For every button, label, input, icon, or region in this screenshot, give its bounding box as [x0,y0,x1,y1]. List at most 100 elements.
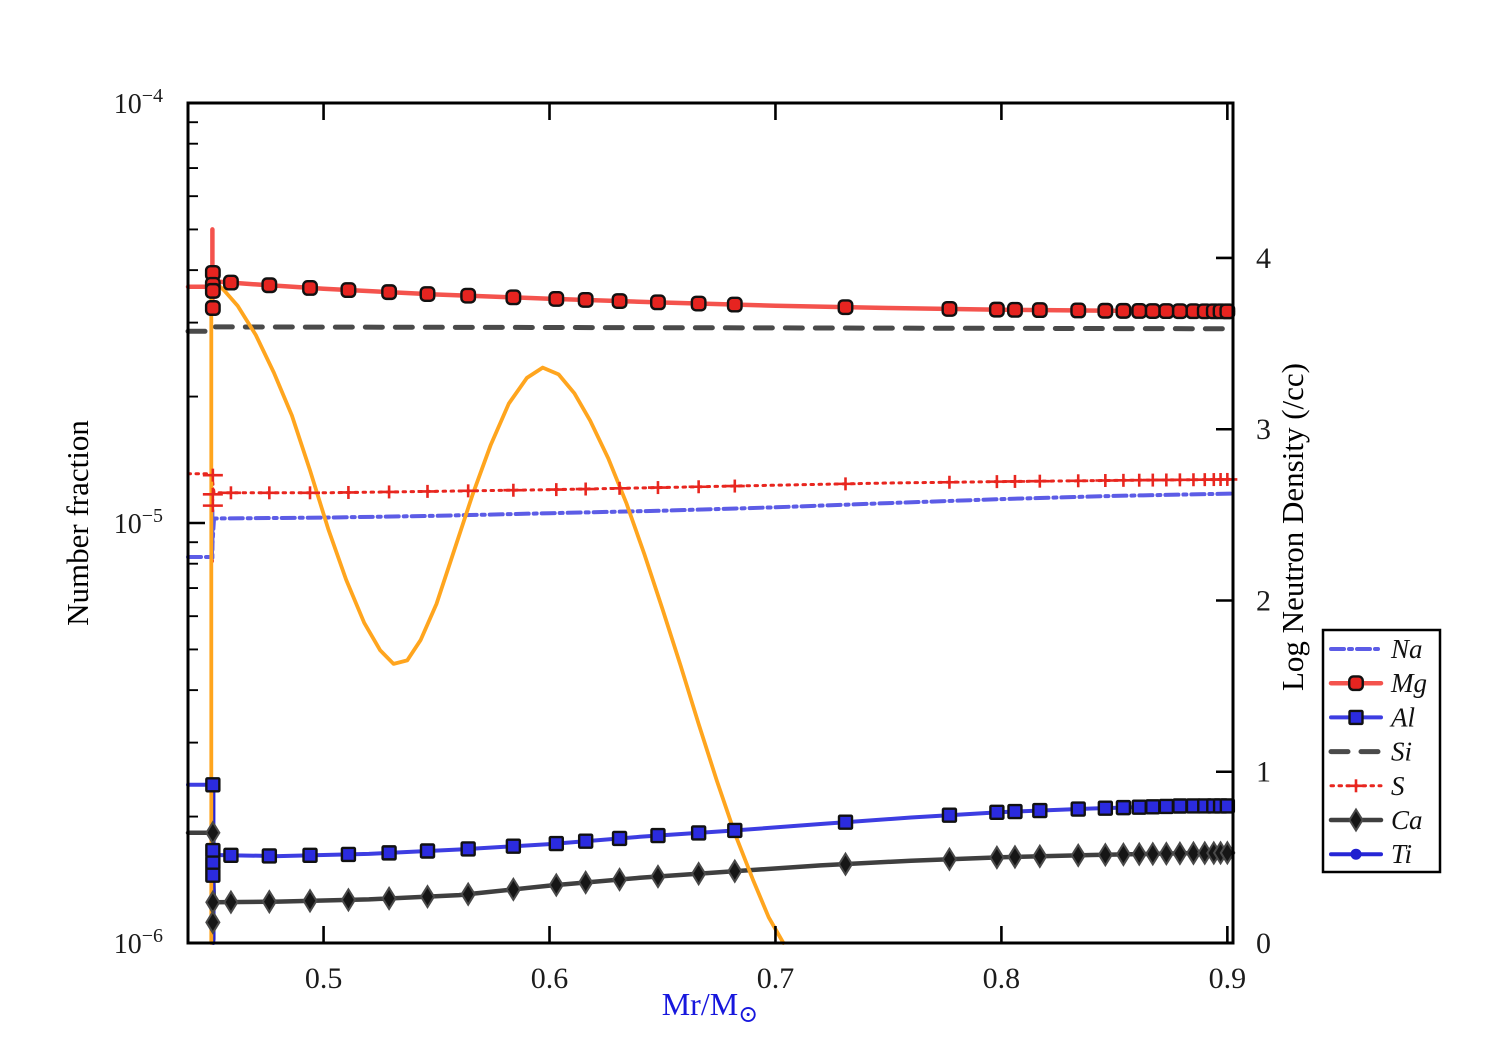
y-right-tick-label: 1 [1256,756,1271,789]
series-ca-marker [419,884,436,910]
series-ca-marker [1145,841,1161,867]
series-ca-marker [1172,840,1188,866]
series-ca-marker [650,864,666,889]
series-ca-marker [205,909,221,935]
series-al-marker [205,867,221,883]
series-mg-marker [1031,302,1048,319]
series-si-line [185,324,1236,334]
series-al-marker [1145,799,1161,815]
legend-entry-ca: Ca [1328,805,1423,835]
series-al-marker [460,841,476,857]
series-ca-marker [989,845,1005,870]
x-axis-title-text: Mr/M⊙ [662,986,759,1028]
series-mg-marker [261,277,278,294]
y-right-tick-label: 0 [1256,927,1271,960]
series-al-marker [381,845,397,861]
series-mg-marker [1070,302,1087,319]
y-left-tick-label: 10−6 [114,925,163,960]
series-al-marker [340,846,357,863]
series-ca-marker [1185,840,1202,866]
legend-label-na: Na [1390,634,1423,664]
series-mg-marker [204,300,221,316]
series-ca-marker [1007,844,1023,870]
series-mg-marker [577,291,594,308]
series-ca-marker [505,877,522,902]
series-mg-marker [340,282,357,299]
legend: Na Mg Al Si S Ca Ti [1321,628,1442,874]
series-ti-marker [1350,848,1362,860]
series-ca-marker [690,861,707,887]
y-right-axis-title: Log Neutron Density (/cc) [1275,363,1310,691]
x-tick-label: 0.7 [757,962,795,995]
series-al-marker [941,807,958,823]
series-al-marker [1172,798,1188,814]
series-al-marker [1007,803,1023,820]
series-al-marker [1070,801,1086,817]
series-al-marker [223,847,239,864]
series-mg-marker [941,300,958,317]
series-al-marker [419,843,436,859]
y-left-axis-title: Number fraction [60,420,95,626]
series-mg-marker [222,274,239,291]
x-tick-label: 0.6 [531,962,569,995]
series-ca-marker [223,889,239,915]
series-al-marker [505,838,522,854]
series-al-line [186,782,1235,859]
series-ca-line [185,830,1236,905]
series-mg-marker [1115,302,1132,319]
series-ca-marker [381,886,397,911]
series-s-line [186,472,1235,495]
series-ca-marker [1097,842,1114,868]
series-al-marker [261,848,278,864]
series-mg-marker [419,286,436,302]
series-na-line [186,491,1235,559]
series-al-marker [1032,802,1048,819]
legend-entry-s: S [1329,771,1405,801]
series-mg-marker [1348,675,1364,692]
series-ca-marker [837,851,854,877]
series-ca-marker [205,820,221,846]
series-neutron-line [209,278,786,945]
series-ca-marker [941,846,958,872]
series-al-marker [989,804,1005,821]
series-al-marker [837,814,854,830]
series-layer [185,227,1238,945]
series-mg-marker [837,299,854,316]
series-ca-marker [1131,841,1147,867]
legend-label-mg: Mg [1390,668,1427,698]
legend-label-al: Al [1389,702,1415,732]
series-ca-marker [1032,843,1048,869]
legend-label-ca: Ca [1391,805,1423,835]
series-mg-marker [690,295,707,312]
series-mg-marker [204,282,221,299]
x-tick-label: 0.9 [1209,962,1247,995]
legend-entry-ti: Ti [1329,839,1412,869]
series-al-marker [1115,799,1132,816]
y-right-tick-label: 2 [1256,584,1271,617]
series-al-marker [650,827,666,844]
legend-label-ti: Ti [1391,839,1412,869]
series-mg-marker [650,294,666,311]
series-ca-marker [460,881,476,907]
series-mg-marker [1007,301,1023,318]
series-mg-marker [611,293,628,309]
series-al-marker [577,833,594,849]
legend-entry-al: Al [1329,702,1415,732]
series-mg-marker [1171,303,1188,320]
series-al-marker [1097,800,1114,816]
legend-label-s: S [1391,771,1405,801]
series-ca-marker [340,887,357,913]
series-mg-marker [1097,302,1114,319]
legend-label-si: Si [1391,737,1412,767]
series-ca-marker [577,870,594,895]
x-tick-label: 0.5 [305,962,343,995]
x-axis-title: Mr/M⊙ [662,986,759,1028]
series-ca-marker [548,872,564,898]
series-al-marker [690,825,707,841]
series-al-marker [548,835,564,852]
series-mg-marker [726,296,743,313]
series-ca-marker [205,889,221,915]
plot-border [186,101,1235,945]
